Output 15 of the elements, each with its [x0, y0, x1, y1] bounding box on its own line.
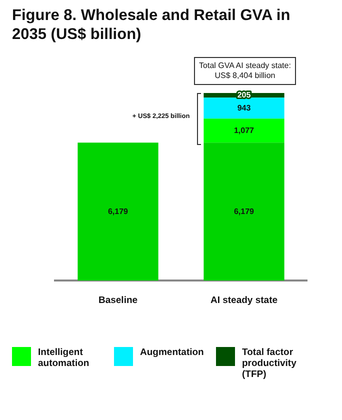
- x-tick-label: AI steady state: [210, 294, 278, 306]
- legend-label: Intelligent automation: [38, 347, 90, 369]
- data-label: 943: [237, 103, 252, 112]
- data-label: 6,179: [108, 206, 129, 216]
- data-label: 1,077: [234, 126, 255, 135]
- annotation: Total GVA AI steady state: US$ 8,404 billion: [194, 57, 296, 85]
- x-tick-label: Baseline: [98, 294, 138, 306]
- chart-title: Figure 8. Wholesale and Retail GVA in 2035 (US$ billion): [12, 6, 292, 44]
- legend-label: Augmentation: [140, 347, 204, 358]
- legend-label: Total factor productivity (TFP): [242, 347, 298, 380]
- bar: [204, 98, 284, 119]
- bar: [204, 118, 284, 143]
- bar: [204, 142, 284, 281]
- bar: [78, 142, 158, 281]
- data-label: 6,179: [234, 206, 255, 216]
